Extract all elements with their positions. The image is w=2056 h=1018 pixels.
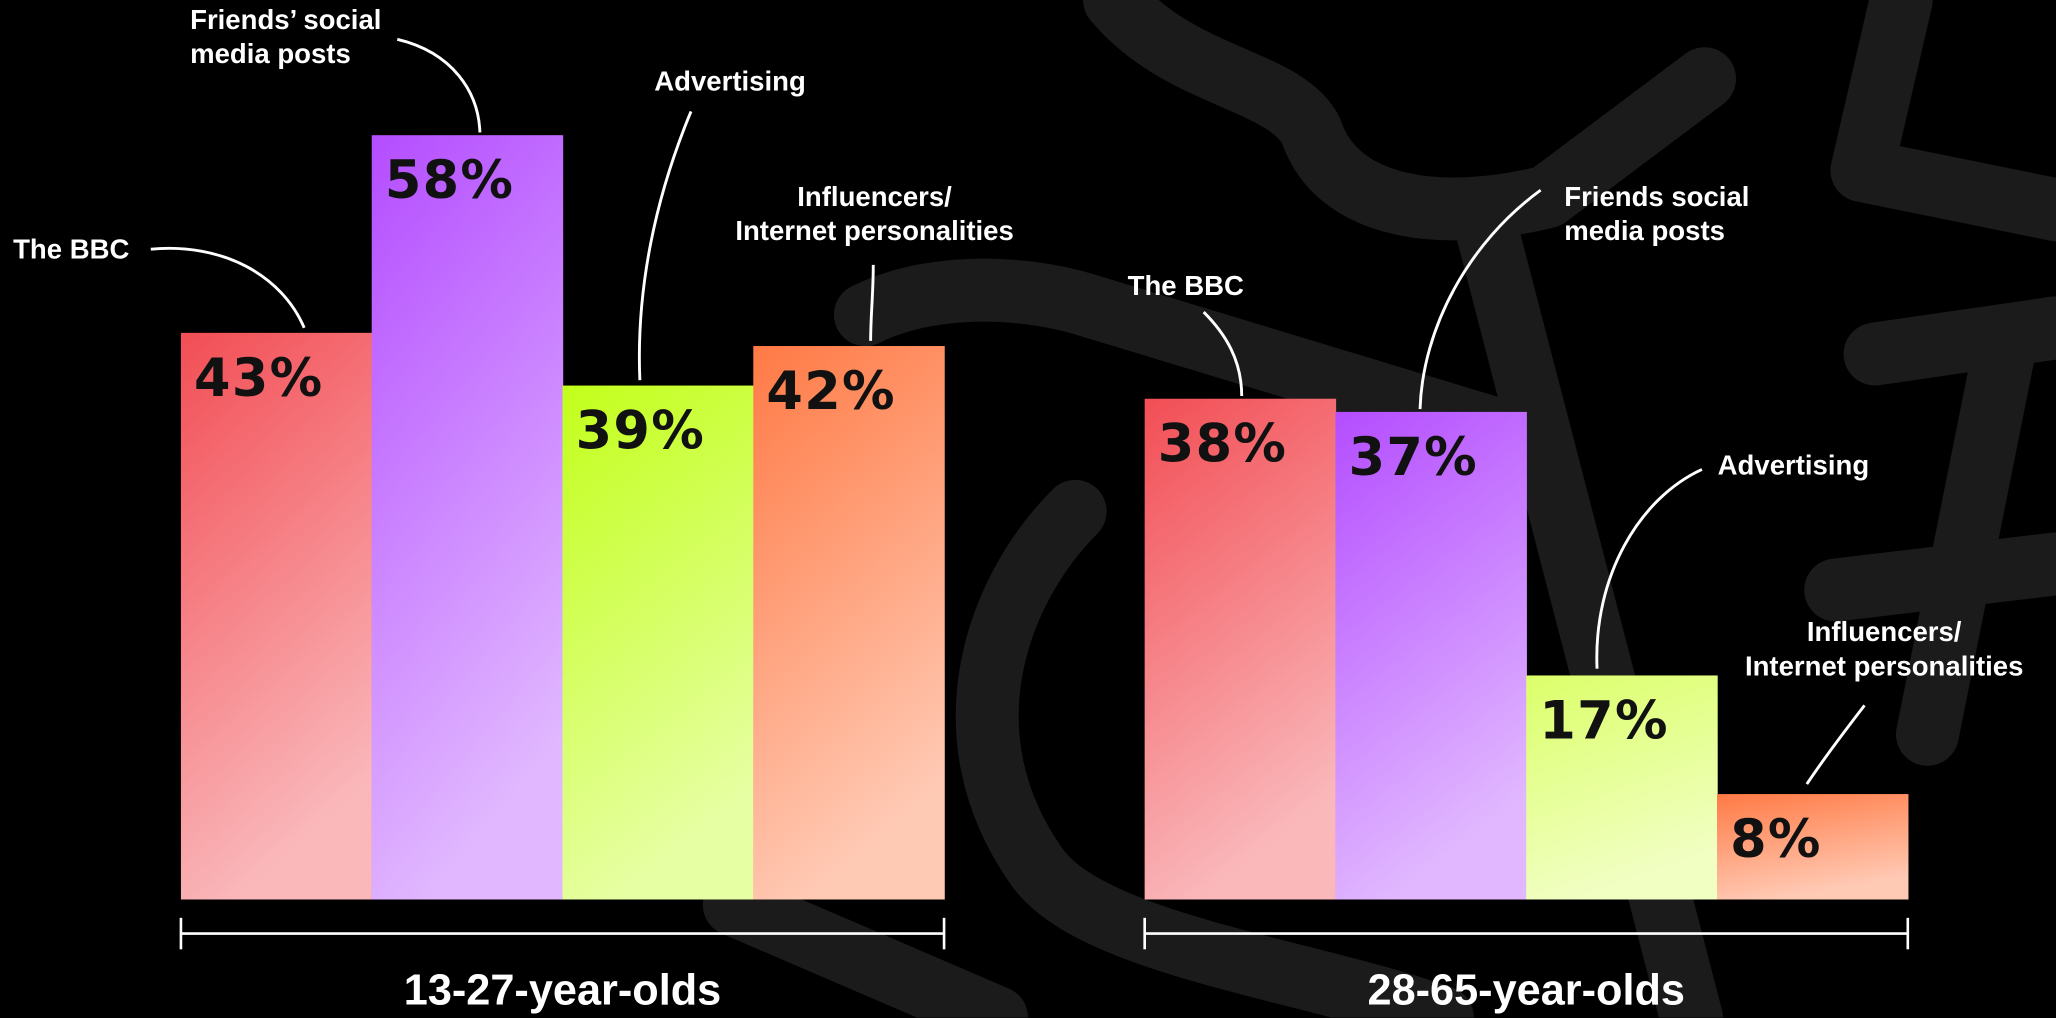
bar-highlight xyxy=(1144,398,1337,900)
bar-highlight xyxy=(753,346,945,900)
callout-line xyxy=(396,37,482,133)
category-label: The BBC xyxy=(1127,271,1244,302)
value-label: 43% xyxy=(194,348,323,409)
chart-title: 13-27-year-olds xyxy=(403,965,722,1014)
bar-highlight xyxy=(371,135,564,900)
bar-highlight xyxy=(1526,675,1718,900)
value-label: 39% xyxy=(576,400,705,461)
value-label: 38% xyxy=(1158,414,1287,475)
bar-highlight xyxy=(1717,794,1909,900)
value-label: 17% xyxy=(1539,690,1668,751)
category-label: The BBC xyxy=(13,234,130,265)
callout-line xyxy=(150,246,306,329)
category-label: Advertising xyxy=(654,66,806,98)
bar-highlight xyxy=(562,385,754,900)
callout-line xyxy=(869,264,875,341)
category-label: Influencers/ Internet personalities xyxy=(1744,617,2024,682)
bar-highlight xyxy=(1335,411,1527,900)
category-label: Friends social media posts xyxy=(1564,182,1750,247)
category-label: Influencers/ Internet personalities xyxy=(735,182,1014,247)
callout-line xyxy=(1418,188,1542,410)
category-label: Friends’ social media posts xyxy=(190,5,382,70)
bar-highlight xyxy=(180,332,373,900)
background-decoration xyxy=(702,0,2056,1018)
callout-line xyxy=(637,110,693,381)
value-label: 58% xyxy=(385,150,514,211)
value-label: 42% xyxy=(766,361,895,422)
callout-line xyxy=(1202,311,1244,396)
callout-line xyxy=(1595,468,1703,669)
category-label: Advertising xyxy=(1717,451,1870,482)
value-label: 37% xyxy=(1349,427,1478,488)
callout-line xyxy=(1805,704,1866,785)
value-label: 8% xyxy=(1730,809,1822,870)
chart-title: 28-65-year-olds xyxy=(1367,965,1685,1014)
